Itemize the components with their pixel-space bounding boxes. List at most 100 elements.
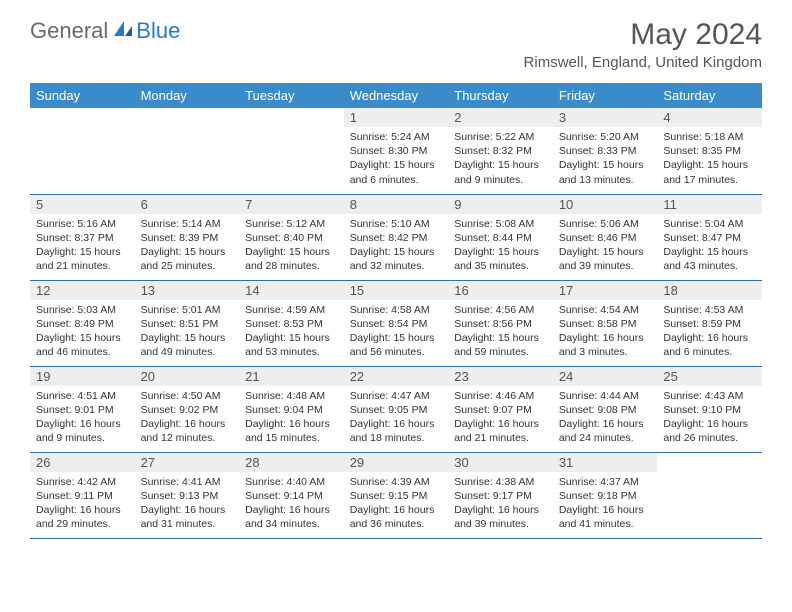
weekday-row: SundayMondayTuesdayWednesdayThursdayFrid…	[30, 83, 762, 108]
day-number: 29	[344, 453, 449, 472]
calendar-week-row: 5Sunrise: 5:16 AMSunset: 8:37 PMDaylight…	[30, 194, 762, 280]
day-details: Sunrise: 5:10 AMSunset: 8:42 PMDaylight:…	[344, 214, 449, 278]
weekday-header: Thursday	[448, 83, 553, 108]
day-number: 6	[135, 195, 240, 214]
day-number: 15	[344, 281, 449, 300]
calendar-cell: 5Sunrise: 5:16 AMSunset: 8:37 PMDaylight…	[30, 194, 135, 280]
day-details: Sunrise: 4:58 AMSunset: 8:54 PMDaylight:…	[344, 300, 449, 364]
day-number: 26	[30, 453, 135, 472]
calendar-cell: 8Sunrise: 5:10 AMSunset: 8:42 PMDaylight…	[344, 194, 449, 280]
day-number: 12	[30, 281, 135, 300]
day-number: 22	[344, 367, 449, 386]
calendar-cell: 4Sunrise: 5:18 AMSunset: 8:35 PMDaylight…	[657, 108, 762, 194]
calendar-cell: 28Sunrise: 4:40 AMSunset: 9:14 PMDayligh…	[239, 452, 344, 538]
day-details: Sunrise: 4:44 AMSunset: 9:08 PMDaylight:…	[553, 386, 658, 450]
header: General Blue May 2024 Rimswell, England,…	[0, 0, 792, 75]
day-details: Sunrise: 4:59 AMSunset: 8:53 PMDaylight:…	[239, 300, 344, 364]
day-details: Sunrise: 5:04 AMSunset: 8:47 PMDaylight:…	[657, 214, 762, 278]
weekday-header: Saturday	[657, 83, 762, 108]
calendar-cell: 19Sunrise: 4:51 AMSunset: 9:01 PMDayligh…	[30, 366, 135, 452]
day-number: 25	[657, 367, 762, 386]
day-number: 19	[30, 367, 135, 386]
day-number: 27	[135, 453, 240, 472]
calendar-cell: 6Sunrise: 5:14 AMSunset: 8:39 PMDaylight…	[135, 194, 240, 280]
day-details: Sunrise: 4:38 AMSunset: 9:17 PMDaylight:…	[448, 472, 553, 536]
day-details: Sunrise: 5:16 AMSunset: 8:37 PMDaylight:…	[30, 214, 135, 278]
calendar-cell: 14Sunrise: 4:59 AMSunset: 8:53 PMDayligh…	[239, 280, 344, 366]
calendar-cell: 24Sunrise: 4:44 AMSunset: 9:08 PMDayligh…	[553, 366, 658, 452]
day-details: Sunrise: 5:01 AMSunset: 8:51 PMDaylight:…	[135, 300, 240, 364]
day-number: 23	[448, 367, 553, 386]
day-details: Sunrise: 4:39 AMSunset: 9:15 PMDaylight:…	[344, 472, 449, 536]
calendar-cell: 13Sunrise: 5:01 AMSunset: 8:51 PMDayligh…	[135, 280, 240, 366]
calendar-week-row: 26Sunrise: 4:42 AMSunset: 9:11 PMDayligh…	[30, 452, 762, 538]
day-number: 8	[344, 195, 449, 214]
title-block: May 2024 Rimswell, England, United Kingd…	[524, 18, 762, 71]
calendar-cell: 25Sunrise: 4:43 AMSunset: 9:10 PMDayligh…	[657, 366, 762, 452]
day-number: 10	[553, 195, 658, 214]
day-details: Sunrise: 4:48 AMSunset: 9:04 PMDaylight:…	[239, 386, 344, 450]
calendar-cell: 30Sunrise: 4:38 AMSunset: 9:17 PMDayligh…	[448, 452, 553, 538]
day-number: 20	[135, 367, 240, 386]
calendar-week-row: 12Sunrise: 5:03 AMSunset: 8:49 PMDayligh…	[30, 280, 762, 366]
day-details: Sunrise: 4:43 AMSunset: 9:10 PMDaylight:…	[657, 386, 762, 450]
day-number: 18	[657, 281, 762, 300]
weekday-header: Wednesday	[344, 83, 449, 108]
day-number: 21	[239, 367, 344, 386]
day-details: Sunrise: 4:54 AMSunset: 8:58 PMDaylight:…	[553, 300, 658, 364]
calendar-cell: 29Sunrise: 4:39 AMSunset: 9:15 PMDayligh…	[344, 452, 449, 538]
calendar-cell: 12Sunrise: 5:03 AMSunset: 8:49 PMDayligh…	[30, 280, 135, 366]
day-details: Sunrise: 5:22 AMSunset: 8:32 PMDaylight:…	[448, 127, 553, 191]
day-details: Sunrise: 4:37 AMSunset: 9:18 PMDaylight:…	[553, 472, 658, 536]
day-number: 5	[30, 195, 135, 214]
day-details: Sunrise: 4:41 AMSunset: 9:13 PMDaylight:…	[135, 472, 240, 536]
day-details: Sunrise: 5:06 AMSunset: 8:46 PMDaylight:…	[553, 214, 658, 278]
calendar-cell: 11Sunrise: 5:04 AMSunset: 8:47 PMDayligh…	[657, 194, 762, 280]
day-details: Sunrise: 5:24 AMSunset: 8:30 PMDaylight:…	[344, 127, 449, 191]
logo: General Blue	[30, 18, 180, 44]
logo-sail-icon	[112, 19, 134, 44]
month-title: May 2024	[524, 18, 762, 52]
calendar-cell	[30, 108, 135, 194]
calendar-cell: 1Sunrise: 5:24 AMSunset: 8:30 PMDaylight…	[344, 108, 449, 194]
logo-text-general: General	[30, 18, 108, 44]
day-details: Sunrise: 4:46 AMSunset: 9:07 PMDaylight:…	[448, 386, 553, 450]
day-details: Sunrise: 5:20 AMSunset: 8:33 PMDaylight:…	[553, 127, 658, 191]
calendar-table: SundayMondayTuesdayWednesdayThursdayFrid…	[30, 83, 762, 539]
logo-text-blue: Blue	[136, 18, 180, 44]
day-details: Sunrise: 5:12 AMSunset: 8:40 PMDaylight:…	[239, 214, 344, 278]
day-details: Sunrise: 5:14 AMSunset: 8:39 PMDaylight:…	[135, 214, 240, 278]
day-number: 24	[553, 367, 658, 386]
day-details: Sunrise: 5:08 AMSunset: 8:44 PMDaylight:…	[448, 214, 553, 278]
day-details: Sunrise: 4:40 AMSunset: 9:14 PMDaylight:…	[239, 472, 344, 536]
weekday-header: Tuesday	[239, 83, 344, 108]
day-number: 7	[239, 195, 344, 214]
calendar-cell: 17Sunrise: 4:54 AMSunset: 8:58 PMDayligh…	[553, 280, 658, 366]
day-number: 30	[448, 453, 553, 472]
day-number: 28	[239, 453, 344, 472]
calendar-cell: 16Sunrise: 4:56 AMSunset: 8:56 PMDayligh…	[448, 280, 553, 366]
calendar-cell: 23Sunrise: 4:46 AMSunset: 9:07 PMDayligh…	[448, 366, 553, 452]
day-details: Sunrise: 4:53 AMSunset: 8:59 PMDaylight:…	[657, 300, 762, 364]
calendar-cell: 21Sunrise: 4:48 AMSunset: 9:04 PMDayligh…	[239, 366, 344, 452]
calendar-cell: 2Sunrise: 5:22 AMSunset: 8:32 PMDaylight…	[448, 108, 553, 194]
calendar-cell: 10Sunrise: 5:06 AMSunset: 8:46 PMDayligh…	[553, 194, 658, 280]
weekday-header: Friday	[553, 83, 658, 108]
day-number: 31	[553, 453, 658, 472]
calendar-week-row: 1Sunrise: 5:24 AMSunset: 8:30 PMDaylight…	[30, 108, 762, 194]
calendar-cell: 31Sunrise: 4:37 AMSunset: 9:18 PMDayligh…	[553, 452, 658, 538]
calendar-cell	[135, 108, 240, 194]
calendar-cell: 22Sunrise: 4:47 AMSunset: 9:05 PMDayligh…	[344, 366, 449, 452]
day-number: 1	[344, 108, 449, 127]
day-details: Sunrise: 4:50 AMSunset: 9:02 PMDaylight:…	[135, 386, 240, 450]
calendar-body: 1Sunrise: 5:24 AMSunset: 8:30 PMDaylight…	[30, 108, 762, 538]
weekday-header: Sunday	[30, 83, 135, 108]
calendar-week-row: 19Sunrise: 4:51 AMSunset: 9:01 PMDayligh…	[30, 366, 762, 452]
calendar-cell	[239, 108, 344, 194]
calendar-cell: 9Sunrise: 5:08 AMSunset: 8:44 PMDaylight…	[448, 194, 553, 280]
day-details: Sunrise: 4:42 AMSunset: 9:11 PMDaylight:…	[30, 472, 135, 536]
location-text: Rimswell, England, United Kingdom	[524, 54, 762, 71]
day-number: 16	[448, 281, 553, 300]
day-number: 9	[448, 195, 553, 214]
calendar-cell: 3Sunrise: 5:20 AMSunset: 8:33 PMDaylight…	[553, 108, 658, 194]
